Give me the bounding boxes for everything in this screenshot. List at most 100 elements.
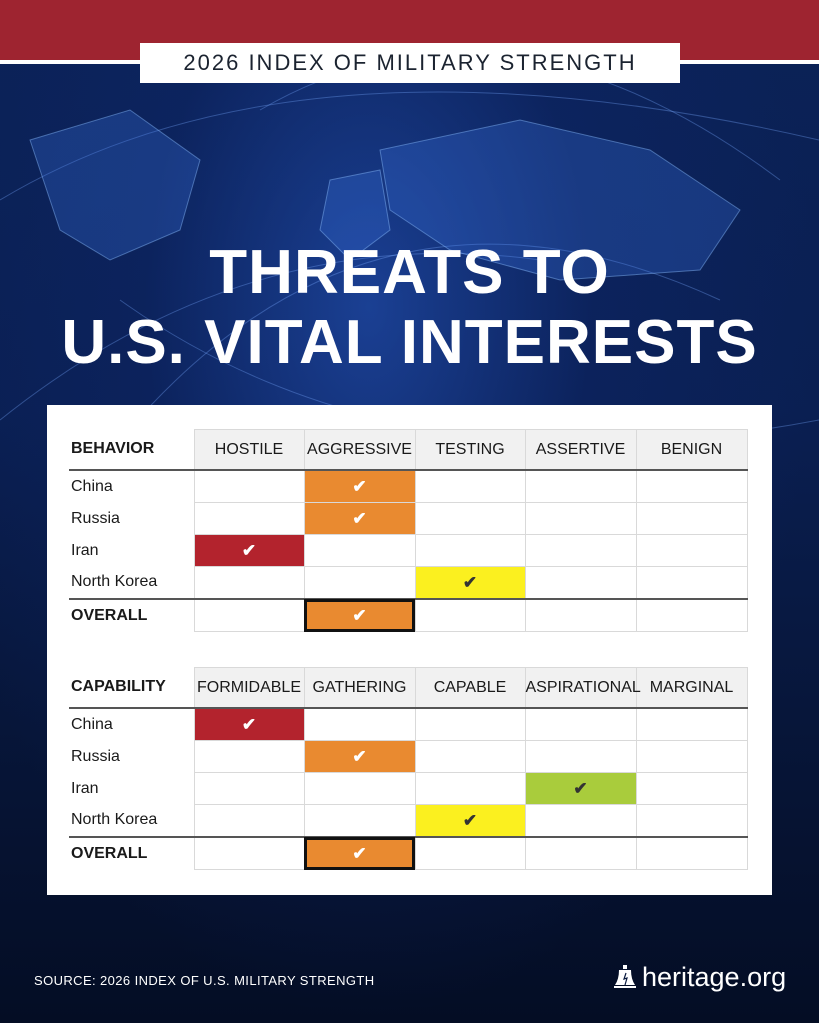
behavior-col-assertive: ASSERTIVE — [524, 429, 637, 471]
cell — [414, 707, 526, 741]
cell — [524, 502, 637, 535]
overall-row: OVERALL ✔ — [69, 598, 748, 632]
title-line-2: U.S. VITAL INTERESTS — [61, 308, 758, 377]
table-row: Iran ✔ — [69, 534, 748, 567]
cell — [414, 740, 526, 773]
capability-col-gathering: GATHERING — [303, 667, 416, 709]
row-label: OVERALL — [69, 836, 195, 870]
cell — [524, 836, 637, 870]
cell — [414, 502, 526, 535]
check-icon: ✔ — [462, 572, 478, 592]
row-label: North Korea — [69, 566, 195, 599]
liberty-bell-icon — [614, 964, 636, 988]
behavior-col-benign: BENIGN — [635, 429, 748, 471]
table-row: North Korea ✔ — [69, 566, 748, 600]
check-icon: ✔ — [573, 778, 588, 798]
capability-table: CAPABILITY FORMIDABLE GATHERING CAPABLE … — [69, 667, 748, 870]
cell — [635, 772, 748, 805]
cell — [414, 598, 526, 632]
cell — [303, 804, 416, 838]
cell — [635, 469, 748, 503]
cell — [635, 566, 748, 600]
brand-name: heritage.org — [642, 962, 787, 992]
cell — [414, 469, 526, 503]
behavior-table: BEHAVIOR HOSTILE AGGRESSIVE TESTING ASSE… — [69, 429, 748, 632]
check-icon: ✔ — [241, 540, 257, 560]
cell — [524, 804, 637, 838]
rating-cell-testing: ✔ — [414, 566, 526, 600]
cell — [193, 598, 305, 632]
row-label: Russia — [69, 502, 195, 535]
row-label: North Korea — [69, 804, 195, 837]
cell — [414, 772, 526, 805]
cell — [303, 707, 416, 741]
check-icon: ✔ — [352, 508, 367, 528]
cell — [524, 740, 637, 773]
row-label: Russia — [69, 740, 195, 773]
cell — [193, 836, 305, 870]
cell — [635, 707, 748, 741]
rating-cell-aggressive: ✔ — [303, 469, 416, 503]
cell — [524, 566, 637, 600]
capability-header-row: CAPABILITY FORMIDABLE GATHERING CAPABLE … — [69, 667, 748, 709]
behavior-col-hostile: HOSTILE — [193, 429, 305, 471]
cell — [193, 469, 305, 503]
capability-col-formidable: FORMIDABLE — [193, 667, 305, 709]
row-label: OVERALL — [69, 598, 195, 632]
brand-link[interactable]: heritage.org — [614, 962, 786, 993]
cell — [414, 836, 526, 870]
cell — [524, 707, 637, 741]
cell — [635, 836, 748, 870]
behavior-col-testing: TESTING — [414, 429, 526, 471]
rating-cell-formidable: ✔ — [193, 707, 305, 741]
source-note: SOURCE: 2026 INDEX OF U.S. MILITARY STRE… — [34, 973, 375, 988]
check-icon: ✔ — [352, 605, 367, 625]
rating-cell-aggressive: ✔ — [303, 598, 416, 632]
check-icon: ✔ — [462, 810, 478, 830]
table-row: China ✔ — [69, 707, 748, 741]
cell — [193, 804, 305, 838]
cell — [635, 804, 748, 838]
cell — [193, 772, 305, 805]
behavior-label: BEHAVIOR — [69, 429, 195, 471]
table-row: North Korea ✔ — [69, 804, 748, 838]
table-row: Russia ✔ — [69, 740, 748, 773]
cell — [193, 502, 305, 535]
cell — [635, 740, 748, 773]
cell — [524, 534, 637, 567]
cell — [524, 469, 637, 503]
check-icon: ✔ — [352, 843, 367, 863]
cell — [193, 566, 305, 600]
cell — [193, 740, 305, 773]
cell — [635, 502, 748, 535]
row-label: Iran — [69, 534, 195, 567]
row-label: China — [69, 470, 195, 503]
row-label: Iran — [69, 772, 195, 805]
page-title: THREATS TO U.S. VITAL INTERESTS — [0, 238, 819, 378]
rating-cell-capable: ✔ — [414, 804, 526, 838]
cell — [303, 534, 416, 567]
behavior-header-row: BEHAVIOR HOSTILE AGGRESSIVE TESTING ASSE… — [69, 429, 748, 471]
row-label: China — [69, 708, 195, 741]
rating-cell-gathering: ✔ — [303, 836, 416, 870]
cell — [303, 566, 416, 600]
rating-cell-aspirational: ✔ — [524, 772, 637, 805]
table-row: Iran ✔ — [69, 772, 748, 805]
table-row: Russia ✔ — [69, 502, 748, 535]
cell — [524, 598, 637, 632]
capability-col-aspirational: ASPIRATIONAL — [524, 667, 641, 709]
cell — [303, 772, 416, 805]
check-icon: ✔ — [352, 746, 367, 766]
rating-cell-hostile: ✔ — [193, 534, 305, 567]
threat-card: BEHAVIOR HOSTILE AGGRESSIVE TESTING ASSE… — [47, 405, 772, 895]
check-icon: ✔ — [352, 476, 367, 496]
rating-cell-aggressive: ✔ — [303, 502, 416, 535]
cell — [635, 598, 748, 632]
table-row: China ✔ — [69, 469, 748, 503]
behavior-col-aggressive: AGGRESSIVE — [303, 429, 416, 471]
capability-label: CAPABILITY — [69, 667, 195, 709]
cell — [635, 534, 748, 567]
header-label: 2026 INDEX OF MILITARY STRENGTH — [140, 43, 680, 83]
capability-col-capable: CAPABLE — [414, 667, 526, 709]
overall-row: OVERALL ✔ — [69, 836, 748, 870]
